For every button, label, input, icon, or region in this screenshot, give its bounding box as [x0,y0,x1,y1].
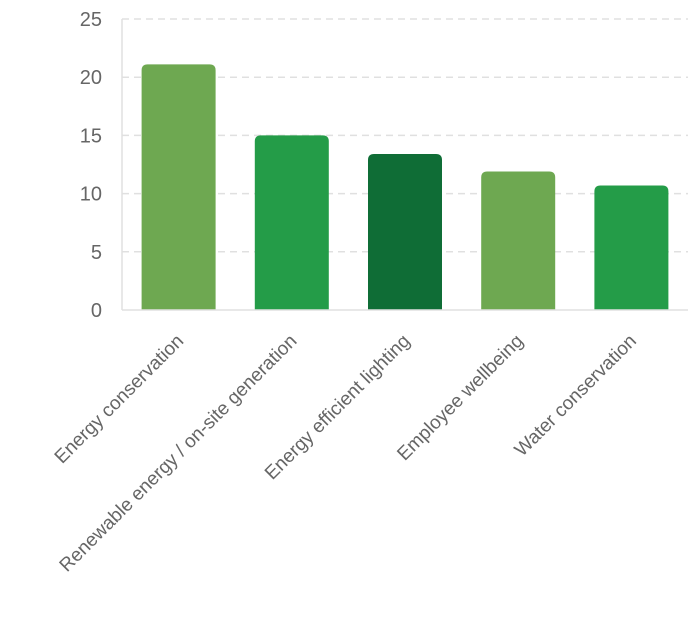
y-tick-label: 10 [80,184,102,206]
x-tick-label: Water conservation [511,331,641,461]
bar [254,135,329,310]
y-tick-label: 0 [91,300,102,322]
x-tick-label: Employee wellbeing [393,331,527,465]
bar [368,154,442,310]
y-tick-label: 25 [80,9,102,31]
bar [481,171,556,310]
y-tick-label: 20 [80,67,102,89]
x-tick-label: Renewable energy / on-site generation [56,331,302,577]
y-tick-label: 15 [80,125,102,147]
x-tick-label: Energy conservation [51,331,188,468]
bar [141,64,216,311]
bar [594,185,669,310]
y-tick-label: 5 [91,242,102,264]
